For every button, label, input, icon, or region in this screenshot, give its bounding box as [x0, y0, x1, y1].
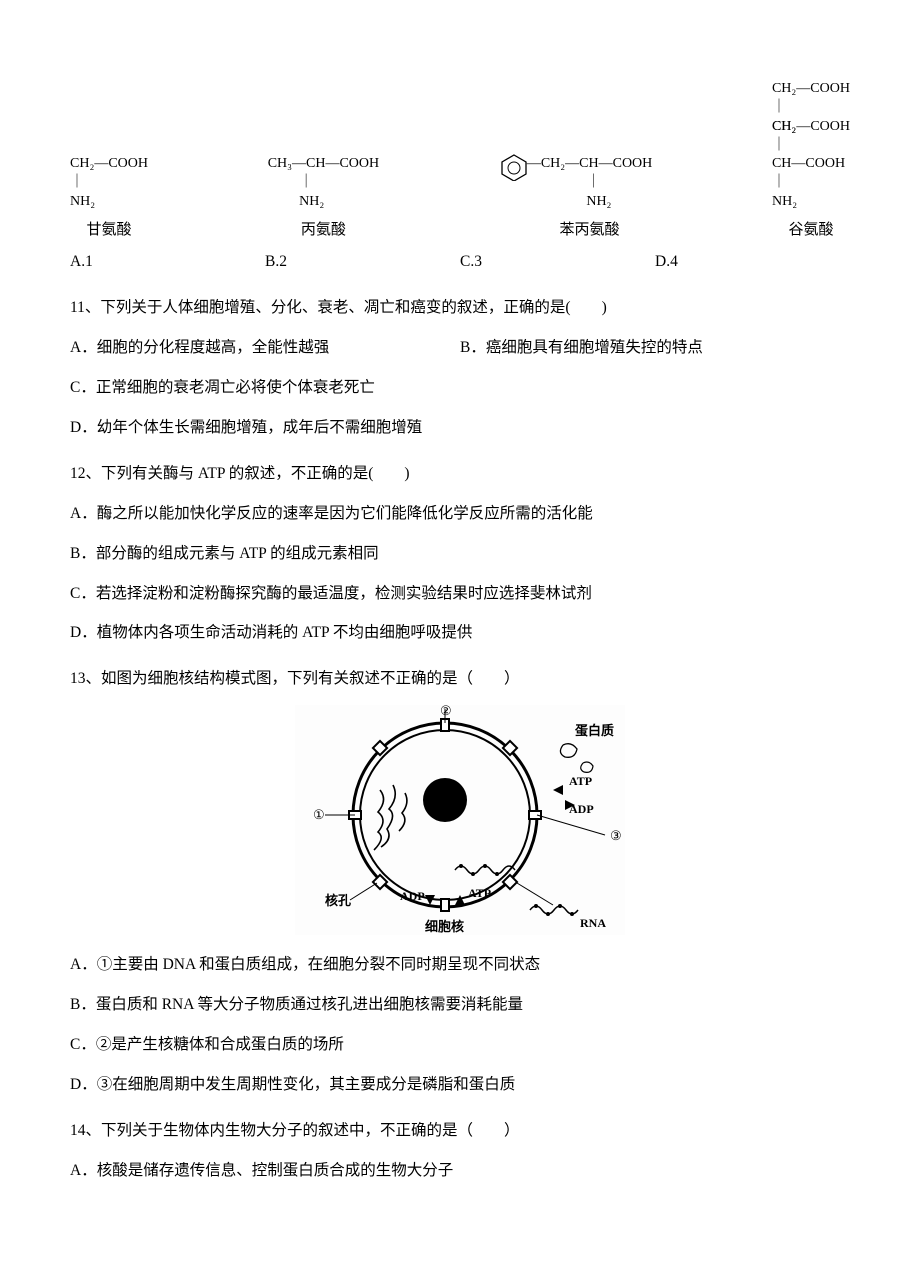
q10-options: A.1 B.2 C.3 D.4: [70, 248, 850, 276]
label-3: ③: [610, 828, 622, 843]
q13-a: A．①主要由 DNA 和蛋白质组成，在细胞分裂不同时期呈现不同状态: [70, 951, 850, 979]
amino-acid-structures: CH₂—COOH ｜ NH₂ 甘氨酸 CH₃—CH—COOH ｜ NH₂ 丙氨酸…: [70, 80, 850, 240]
phenylalanine-block: —CH₂—CH—COOH ｜ NH₂ 苯丙氨酸: [499, 155, 652, 240]
glycine-l2: ｜: [70, 174, 148, 193]
q12-d: D．植物体内各项生命活动消耗的 ATP 不均由细胞呼吸提供: [70, 619, 850, 647]
benzene-ring-icon: [499, 153, 529, 181]
glu-l3: NH₂: [772, 193, 850, 212]
q13-b: B．蛋白质和 RNA 等大分子物质通过核孔进出细胞核需要消耗能量: [70, 991, 850, 1019]
glycine-name: 甘氨酸: [70, 220, 148, 240]
label-2: ②: [440, 705, 452, 718]
nucleus-diagram: 蛋白质 ATP ADP ③ ADP ATP RNA 核孔 细胞核 ① ②: [295, 705, 625, 935]
q11-ab: A．细胞的分化程度越高，全能性越强 B．癌细胞具有细胞增殖失控的特点: [70, 334, 850, 362]
phe-name: 苯丙氨酸: [527, 220, 652, 240]
q11-stem: 11、下列关于人体细胞增殖、分化、衰老、凋亡和癌变的叙述，正确的是( ): [70, 294, 850, 322]
label-atp2: ATP: [468, 886, 491, 900]
label-rna: RNA: [580, 916, 606, 930]
q11-c: C．正常细胞的衰老凋亡必将使个体衰老死亡: [70, 374, 850, 402]
q10-opt-b: B.2: [265, 248, 460, 276]
label-atp1: ATP: [569, 774, 592, 788]
label-1: ①: [313, 807, 325, 822]
glu-l1b: ｜: [772, 137, 850, 156]
q11-a: A．细胞的分化程度越高，全能性越强: [70, 334, 460, 362]
label-adp1: ADP: [569, 802, 594, 816]
q13-d: D．③在细胞周期中发生周期性变化，其主要成分是磷脂和蛋白质: [70, 1071, 850, 1099]
alanine-l1: CH₃—CH—COOH: [268, 155, 379, 174]
glu-l2b: ｜: [772, 174, 850, 193]
label-nucleus: 细胞核: [425, 919, 464, 934]
q13-c: C．②是产生核糖体和合成蛋白质的场所: [70, 1031, 850, 1059]
phe-l3: NH₂: [527, 193, 652, 212]
glycine-block: CH₂—COOH ｜ NH₂ 甘氨酸: [70, 155, 148, 240]
glu-name: 谷氨酸: [772, 220, 850, 240]
q11-d: D．幼年个体生长需细胞增殖，成年后不需细胞增殖: [70, 414, 850, 442]
q14-a: A．核酸是储存遗传信息、控制蛋白质合成的生物大分子: [70, 1157, 850, 1185]
q10-opt-d: D.4: [655, 248, 850, 276]
label-protein: 蛋白质: [575, 723, 614, 738]
alanine-l3: NH₂: [268, 193, 379, 212]
alanine-block: CH₃—CH—COOH ｜ NH₂ 丙氨酸: [268, 155, 379, 240]
glycine-l3: NH₂: [70, 193, 148, 212]
phe-l1: —CH₂—CH—COOH: [527, 155, 652, 174]
nucleus-figure-wrap: 蛋白质 ATP ADP ③ ADP ATP RNA 核孔 细胞核 ① ②: [70, 705, 850, 935]
glu-l2: CH—COOH: [772, 155, 850, 174]
q12-c: C．若选择淀粉和淀粉酶探究酶的最适温度，检测实验结果时应选择斐林试剂: [70, 580, 850, 608]
q11-b: B．癌细胞具有细胞增殖失控的特点: [460, 334, 850, 362]
label-adp2: ADP: [400, 889, 425, 903]
q10-opt-a: A.1: [70, 248, 265, 276]
q10-opt-c: C.3: [460, 248, 655, 276]
glycine-l1: CH₂—COOH: [70, 155, 148, 174]
q13-stem: 13、如图为细胞核结构模式图，下列有关叙述不正确的是（ ）: [70, 665, 850, 693]
q12-b: B．部分酶的组成元素与 ATP 的组成元素相同: [70, 540, 850, 568]
glutamate-block: CH₂—COOH ｜ CH₂—COOH CH₂ ｜ CH—COOH ｜ NH₂ …: [772, 80, 850, 240]
alanine-l2: ｜: [268, 174, 379, 193]
glu-l0: CH₂—COOH: [772, 80, 850, 99]
glu-l0b: ｜: [772, 99, 850, 118]
q14-stem: 14、下列关于生物体内生物大分子的叙述中，不正确的是（ ）: [70, 1117, 850, 1145]
phe-l2: ｜: [527, 174, 652, 193]
q12-stem: 12、下列有关酶与 ATP 的叙述，不正确的是( ): [70, 460, 850, 488]
label-pore: 核孔: [325, 893, 351, 908]
alanine-name: 丙氨酸: [268, 220, 379, 240]
q12-a: A．酶之所以能加快化学反应的速率是因为它们能降低化学反应所需的活化能: [70, 500, 850, 528]
